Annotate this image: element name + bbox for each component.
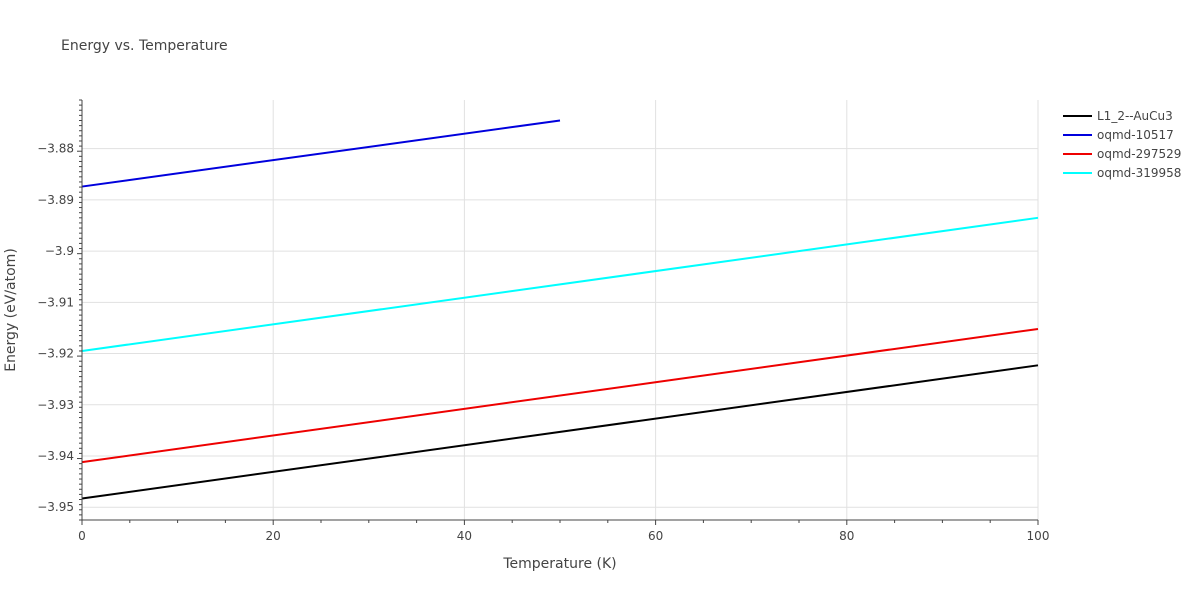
series-layer xyxy=(81,119,1039,500)
y-tick-label: −3.88 xyxy=(37,142,74,156)
series-line-oqmd-297529 xyxy=(81,327,1039,464)
legend-label: L1_2--AuCu3 xyxy=(1097,109,1173,123)
series-line-L1_2--AuCu3 xyxy=(81,364,1039,500)
legend-label: oqmd-319958 xyxy=(1097,166,1181,180)
x-tick-label: 60 xyxy=(648,529,663,543)
x-tick-label: 20 xyxy=(266,529,281,543)
y-tick-label: −3.92 xyxy=(37,347,74,361)
axes: 0 20 40 60 80 100 −3.95 −3.94 −3.93 −3.92 −3.91 −3.… xyxy=(37,99,1050,543)
legend-label: oqmd-10517 xyxy=(1097,128,1174,142)
y-axis-title: Energy (eV/atom) xyxy=(3,248,19,372)
series-line-oqmd-319958 xyxy=(81,216,1039,352)
legend-label: oqmd-297529 xyxy=(1097,147,1181,161)
series-line-oqmd-10517 xyxy=(81,119,561,188)
y-tick-label: −3.94 xyxy=(37,449,74,463)
y-tick-label: −3.89 xyxy=(37,193,74,207)
x-tick-label: 80 xyxy=(839,529,854,543)
x-tick-label: 0 xyxy=(78,529,86,543)
legend: L1_2--AuCu3 oqmd-10517 oqmd-297529 oqmd-319… xyxy=(1063,109,1181,180)
x-axis-title: Temperature (K) xyxy=(502,556,616,572)
y-tick-label: −3.95 xyxy=(37,500,74,514)
y-tick-label: −3.91 xyxy=(37,295,74,309)
x-tick-label: 40 xyxy=(457,529,472,543)
grid xyxy=(82,100,1039,520)
chart-title: Energy vs. Temperature xyxy=(61,38,228,54)
x-tick-label: 100 xyxy=(1027,529,1050,543)
y-tick-label: −3.9 xyxy=(45,244,74,258)
y-tick-label: −3.93 xyxy=(37,398,74,412)
